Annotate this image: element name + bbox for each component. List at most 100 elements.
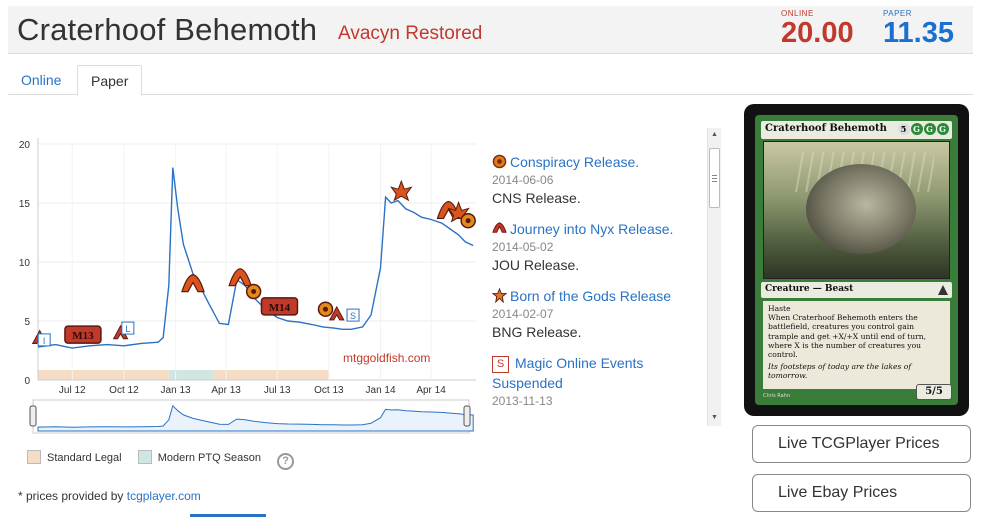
x-tick-label: Apr 14 bbox=[416, 385, 446, 396]
event-title-link[interactable]: S Magic Online Events Suspended bbox=[492, 355, 644, 391]
scroll-thumb[interactable] bbox=[709, 148, 720, 208]
set-name-link[interactable]: Avacyn Restored bbox=[338, 23, 483, 44]
mana-green-icon: G bbox=[911, 123, 923, 135]
chart-legend: Standard Legal Modern PTQ Season ? bbox=[27, 450, 295, 470]
commander-marker bbox=[328, 305, 345, 321]
marker-center bbox=[323, 306, 329, 312]
event-title-link[interactable]: Born of the Gods Release bbox=[492, 286, 702, 306]
born-of-the-gods-icon bbox=[492, 288, 507, 303]
card-flavor-text: Its footsteps of today are the lakes of … bbox=[768, 362, 912, 381]
event-item: S Magic Online Events Suspended 2013-11-1… bbox=[492, 353, 702, 410]
x-tick-label: Oct 12 bbox=[109, 385, 139, 396]
online-price-label: ONLINE bbox=[781, 9, 814, 18]
s-square-icon: S bbox=[492, 356, 509, 373]
event-square-marker bbox=[121, 321, 135, 335]
band-modern-ptq-season bbox=[168, 370, 214, 380]
card-type-line: Creature — Beast bbox=[761, 282, 952, 298]
x-tick-label: Apr 13 bbox=[211, 385, 241, 396]
card-rules-text: Haste When Craterhoof Behemoth enters th… bbox=[763, 301, 950, 389]
art-beast bbox=[806, 164, 916, 254]
online-price-block: ONLINE 20.00 bbox=[781, 9, 854, 48]
event-desc: JOU Release. bbox=[492, 257, 580, 273]
journey-into-nyx-icon bbox=[492, 222, 507, 233]
modern-swatch bbox=[137, 450, 152, 464]
y-tick-label: 0 bbox=[24, 376, 30, 387]
legend-modern: Modern PTQ Season bbox=[137, 450, 261, 464]
price-tabs: Online Paper bbox=[8, 65, 973, 96]
grip-line bbox=[712, 181, 717, 182]
event-date: 2014-06-06 bbox=[492, 173, 554, 187]
card-artist: Chris Rahn bbox=[763, 393, 791, 399]
scroll-up-icon[interactable]: ▲ bbox=[711, 131, 718, 138]
grip-line bbox=[712, 175, 717, 176]
live-tcgplayer-prices-button[interactable]: Live TCGPlayer Prices bbox=[752, 425, 971, 463]
m14-marker bbox=[260, 297, 299, 316]
page-header: Craterhoof Behemoth Avacyn Restored ONLI… bbox=[8, 6, 973, 54]
x-tick-label: Jan 14 bbox=[366, 385, 396, 396]
price-chart: 0 5 10 15 20 Jul 12 Oct 12 Jan 13 Apr 13 Jul 13 O… bbox=[8, 128, 480, 443]
chart-watermark: mtggoldfish.com bbox=[343, 351, 430, 365]
navigator-right-handle[interactable] bbox=[463, 405, 471, 427]
live-ebay-prices-button[interactable]: Live Ebay Prices bbox=[752, 474, 971, 512]
return-to-ravnica-marker bbox=[112, 324, 129, 340]
y-tick-label: 20 bbox=[19, 140, 31, 151]
core-set-label: M14 bbox=[269, 302, 291, 314]
event-square-label: I bbox=[43, 336, 46, 346]
x-tick-label: Jul 12 bbox=[59, 385, 86, 396]
tcgplayer-link[interactable]: tcgplayer.com bbox=[126, 489, 201, 503]
y-tick-label: 10 bbox=[19, 258, 31, 269]
grip-line bbox=[712, 178, 717, 179]
event-panel: Conspiracy Release. 2014-06-06 CNS Relea… bbox=[488, 128, 722, 428]
x-tick-label: Oct 13 bbox=[314, 385, 344, 396]
card-power-toughness: 5/5 bbox=[916, 384, 952, 400]
conspiracy-icon bbox=[492, 154, 507, 169]
event-title-link[interactable]: Conspiracy Release. bbox=[492, 152, 702, 172]
navigator-left-handle[interactable] bbox=[29, 405, 37, 427]
tab-online[interactable]: Online bbox=[21, 72, 62, 88]
tab-paper[interactable]: Paper bbox=[77, 65, 143, 96]
event-date: 2014-05-02 bbox=[492, 240, 554, 254]
event-item: Born of the Gods Release 2014-02-07 BNG … bbox=[492, 286, 702, 342]
band-standard-legal bbox=[213, 370, 329, 380]
band-standard-legal bbox=[38, 370, 169, 380]
event-square-marker bbox=[37, 333, 51, 347]
event-date: 2013-11-13 bbox=[492, 394, 553, 408]
mana-green-icon: G bbox=[937, 123, 949, 135]
scroll-down-icon[interactable]: ▼ bbox=[711, 414, 718, 421]
mana-green-icon: G bbox=[924, 123, 936, 135]
event-date: 2014-02-07 bbox=[492, 307, 554, 321]
navigator-series-line bbox=[37, 404, 474, 432]
set-symbol-icon bbox=[938, 285, 948, 295]
paper-price-block: PAPER 11.35 bbox=[883, 9, 954, 48]
y-tick-label: 15 bbox=[19, 199, 31, 210]
born-of-the-gods-marker bbox=[390, 179, 413, 202]
event-item: Journey into Nyx Release. 2014-05-02 JOU… bbox=[492, 219, 702, 275]
card-artwork bbox=[763, 141, 950, 279]
card-title: Craterhoof Behemoth bbox=[17, 12, 318, 47]
mana-generic-icon: 5 bbox=[898, 123, 910, 135]
core-set-label: M13 bbox=[72, 330, 94, 342]
help-icon[interactable]: ? bbox=[277, 452, 295, 470]
price-chart-svg: 0 5 10 15 20 Jul 12 Oct 12 Jan 13 Apr 13 Jul 13 O… bbox=[19, 138, 476, 434]
gatecrash-marker bbox=[181, 273, 205, 293]
event-desc: CNS Release. bbox=[492, 190, 581, 206]
event-desc: BNG Release. bbox=[492, 324, 582, 340]
standard-swatch bbox=[27, 450, 41, 464]
marker-center bbox=[465, 218, 471, 224]
event-square-marker bbox=[346, 308, 360, 322]
legend-standard: Standard Legal bbox=[27, 450, 122, 464]
event-square-label: S bbox=[350, 311, 356, 321]
x-tick-label: Jul 13 bbox=[264, 385, 291, 396]
m13-marker bbox=[64, 325, 102, 344]
paper-price-value: 11.35 bbox=[883, 17, 954, 49]
footer-accent-bar bbox=[190, 514, 266, 517]
event-scrollbar[interactable]: ▲ ▼ bbox=[707, 128, 721, 426]
marker-center bbox=[251, 289, 257, 294]
event-list: Conspiracy Release. 2014-06-06 CNS Relea… bbox=[492, 152, 702, 421]
x-tick-label: Jan 13 bbox=[161, 385, 191, 396]
event-title-link[interactable]: Journey into Nyx Release. bbox=[492, 219, 702, 239]
